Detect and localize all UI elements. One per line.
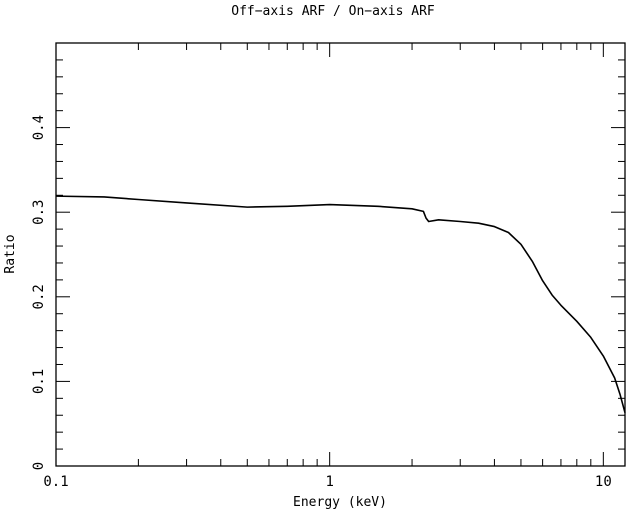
- y-ticks: [56, 42, 625, 467]
- x-major-ticks: [55, 43, 604, 466]
- y-tick-label: 0.2: [31, 284, 47, 309]
- y-tick-label: 0.4: [31, 115, 47, 140]
- x-minor-ticks: [137, 43, 592, 466]
- x-tick-label: 10: [595, 474, 612, 490]
- series-line: [55, 195, 626, 413]
- x-tick-label: 0.1: [43, 474, 68, 490]
- y-tick-label: 0.1: [31, 369, 47, 394]
- y-axis-label: Ratio: [3, 234, 18, 273]
- y-tick-labels: 0 0.1 0.2 0.3 0.4: [31, 115, 47, 470]
- chart-title: Off−axis ARF / On−axis ARF: [231, 4, 435, 19]
- plot-frame: [55, 42, 626, 467]
- x-tick-label: 1: [325, 474, 333, 490]
- y-tick-label: 0.3: [31, 200, 47, 225]
- x-tick-labels: 0.1 1 10: [43, 474, 611, 490]
- x-axis-label: Energy (keV): [293, 495, 387, 510]
- y-tick-label: 0: [31, 462, 47, 470]
- series-group: [55, 195, 626, 413]
